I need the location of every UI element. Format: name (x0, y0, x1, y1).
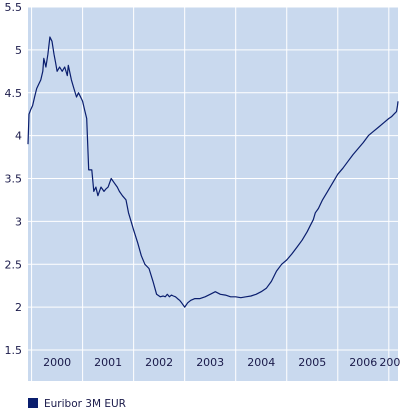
y-tick-label: 3.5 (5, 173, 23, 186)
x-tick-label: 2002 (145, 356, 173, 369)
y-tick-label: 4.5 (5, 87, 23, 100)
horizontal-gridlines (28, 6, 398, 351)
x-tick-label: 2007 (379, 356, 400, 369)
x-axis-tick-labels: 2000 2001 2002 2003 2004 2005 20062007 (43, 356, 400, 369)
x-tick-label: 2003 (196, 356, 224, 369)
y-tick-label: 5.5 (5, 1, 23, 14)
x-tick-label: 2001 (94, 356, 122, 369)
y-tick-label: 4 (15, 130, 22, 143)
legend-label: Euribor 3M EUR (44, 398, 126, 410)
x-tick-label: 2004 (247, 356, 275, 369)
vertical-gridlines (31, 7, 390, 381)
legend-swatch (28, 398, 38, 408)
plot-area (28, 7, 398, 381)
y-tick-label: 3 (15, 215, 22, 228)
y-tick-label: 2.5 (5, 258, 23, 271)
y-axis-tick-labels: 1.5 2 2.5 3 3.5 4 4.5 5 5.5 (5, 1, 23, 357)
y-tick-label: 5 (15, 44, 22, 57)
series-layer (27, 36, 399, 308)
series-line-euribor-3m (27, 36, 399, 308)
x-tick-label: 2005 (298, 356, 326, 369)
x-tick-label: 2006 (349, 356, 377, 369)
x-tick-label: 2000 (43, 356, 71, 369)
legend: Euribor 3M EUR (28, 398, 126, 410)
y-tick-label: 1.5 (5, 344, 23, 357)
y-tick-label: 2 (15, 301, 22, 314)
